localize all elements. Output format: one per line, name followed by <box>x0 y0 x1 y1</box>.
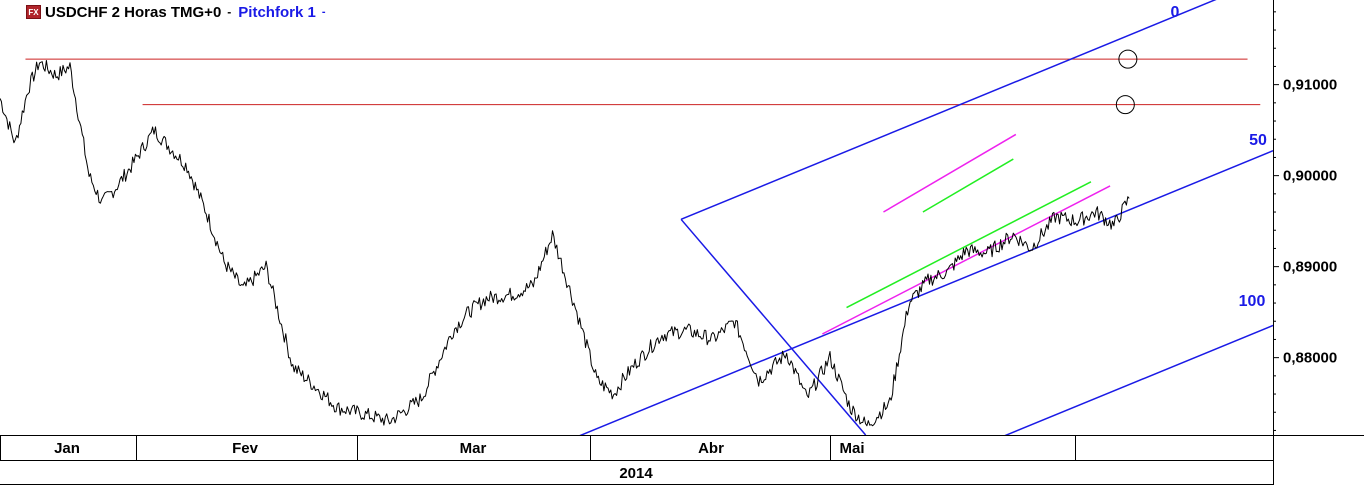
channel-green-lower <box>846 181 1092 309</box>
pitchfork-level-label-0: 0 <box>1171 4 1180 21</box>
header-separator: - <box>227 5 232 19</box>
chart-header: FX USDCHF 2 Horas TMG+0 - Pitchfork 1 - <box>26 3 326 21</box>
channel-magenta-upper <box>883 133 1017 213</box>
channel-magenta-lower <box>822 185 1111 335</box>
pitchfork-level-label-50: 50 <box>1249 132 1267 149</box>
pitchfork-handle-line <box>680 218 867 435</box>
y-tick-label: 0,88000 <box>1283 350 1337 367</box>
pitchfork-tool-selector[interactable]: Pitchfork 1 <box>238 3 316 21</box>
y-tick-label: 0,91000 <box>1283 77 1337 94</box>
pitchfork-lower-line <box>1004 324 1273 435</box>
price-line <box>0 60 1130 427</box>
fx-logo-icon: FX <box>26 5 41 19</box>
x-tick-label: Fev <box>232 440 259 457</box>
y-tick-label: 0,89000 <box>1283 259 1337 276</box>
x-tick-label: Jan <box>54 440 80 457</box>
pitchfork-tool-caret[interactable]: - <box>321 6 326 18</box>
y-tick-label: 0,90000 <box>1283 168 1337 185</box>
symbol-selector[interactable]: USDCHF 2 Horas TMG+0 <box>45 3 222 21</box>
circle-marker-2 <box>1115 95 1135 115</box>
plot-area <box>0 0 1273 435</box>
pitchfork-level-label-100: 100 <box>1239 293 1266 310</box>
channel-green-upper <box>922 158 1014 213</box>
x-tick-label: Abr <box>698 440 724 457</box>
pitchfork-upper-line <box>680 0 1217 221</box>
circle-marker-1 <box>1118 49 1138 69</box>
year-label: 2014 <box>619 465 653 482</box>
x-tick-label: Mai <box>839 440 864 457</box>
pitchfork-median-line <box>579 150 1273 435</box>
x-tick-label: Mar <box>460 440 487 457</box>
